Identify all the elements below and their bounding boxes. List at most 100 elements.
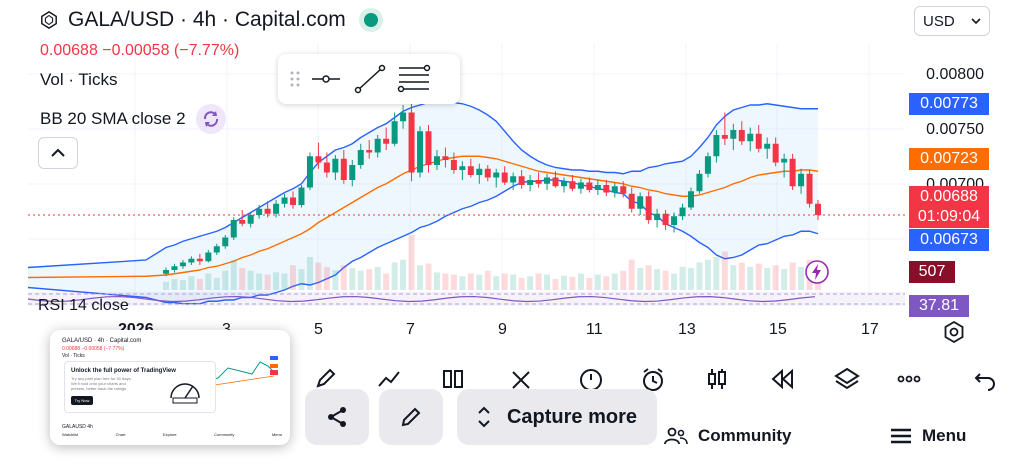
bb-indicator-label[interactable]: BB 20 SMA close 2	[40, 104, 226, 134]
volume-bar	[476, 274, 483, 290]
candle-body	[527, 180, 534, 185]
volume-bar	[230, 259, 237, 290]
candle-body	[450, 160, 457, 170]
candle-body	[637, 196, 644, 209]
volume-bar	[518, 277, 525, 290]
volume-bar	[789, 262, 796, 290]
undo-icon[interactable]	[972, 366, 998, 392]
volume-bar	[645, 265, 652, 290]
last-price-value: 0.00688	[920, 188, 978, 205]
layout-icon[interactable]	[440, 366, 466, 392]
candle-body	[281, 197, 288, 204]
more-options-icon[interactable]	[896, 366, 922, 392]
edit-screenshot-button[interactable]	[379, 389, 443, 445]
chart-title[interactable]: GALA/USD · 4h · Capital.com	[40, 8, 378, 32]
nav-community[interactable]: Community	[664, 426, 792, 446]
volume-bar	[713, 257, 720, 290]
capture-more-button[interactable]: Capture more	[457, 389, 657, 445]
volume-bar	[738, 262, 745, 290]
volume-bar	[764, 268, 771, 290]
volume-bar	[179, 280, 186, 290]
candle-body	[679, 207, 686, 217]
time-axis-label: 5	[314, 321, 323, 338]
lightning-icon[interactable]	[804, 259, 830, 285]
share-button[interactable]	[305, 389, 369, 445]
last-price-tag: 0.00688 01:09:04	[909, 186, 989, 228]
volume-bar	[459, 276, 466, 290]
layers-icon[interactable]	[834, 366, 860, 392]
candles-chart-type-icon[interactable]	[704, 366, 730, 392]
candle-body	[222, 237, 229, 247]
volume-bar	[586, 277, 593, 290]
fib-retracement-tool[interactable]	[392, 59, 436, 99]
nav-menu-label: Menu	[922, 426, 967, 445]
candle-body	[764, 143, 771, 149]
candle-body	[484, 168, 491, 178]
volume-indicator-label[interactable]: Vol · Ticks	[40, 70, 118, 89]
preview-nav-item: Community	[214, 432, 235, 437]
candle-body	[645, 196, 652, 220]
candle-body	[789, 158, 796, 187]
compare-icon[interactable]	[508, 366, 534, 392]
nav-menu[interactable]: Menu	[890, 426, 966, 446]
volume-bar	[569, 276, 576, 290]
candle-body	[577, 182, 584, 189]
preview-gauge-icon	[170, 383, 200, 404]
horizontal-line-tool[interactable]	[304, 59, 348, 99]
replay-icon[interactable]	[770, 366, 796, 392]
bb-fill	[28, 101, 818, 304]
pencil-icon	[401, 407, 421, 427]
alarm-icon[interactable]	[640, 366, 666, 392]
volume-bar	[213, 277, 220, 290]
volume-bar	[374, 266, 381, 290]
rsi-panel	[27, 292, 905, 306]
volume-bar	[256, 273, 263, 290]
drag-handle-icon[interactable]	[286, 68, 304, 90]
line-tool-icon[interactable]	[376, 366, 402, 392]
chart-settings-icon[interactable]	[942, 320, 966, 344]
candle-body	[501, 172, 508, 183]
candle-body	[290, 197, 297, 205]
bb-lower-line	[27, 179, 819, 305]
candle-body	[628, 193, 635, 209]
candle-body	[476, 168, 483, 175]
preview-vol: Vol · Ticks	[62, 353, 85, 359]
bb-lower-price-tag: 0.00673	[909, 229, 989, 251]
volume-bar	[349, 268, 356, 290]
time-axis-label: 9	[498, 321, 507, 338]
volume-bar	[433, 272, 440, 290]
volume-bar	[628, 259, 635, 290]
trend-line-tool[interactable]	[348, 59, 392, 99]
candle-body	[467, 166, 474, 175]
pencil-tool-icon[interactable]	[312, 366, 338, 392]
candle-body	[391, 121, 398, 144]
candle-body	[188, 258, 195, 263]
volume-bar	[484, 270, 491, 290]
volume-bar	[264, 274, 271, 290]
volume-bar	[781, 269, 788, 290]
trend-line-icon	[354, 64, 386, 94]
screenshot-preview[interactable]: GALA/USD · 4h · Capital.com 0.00688 −0.0…	[50, 330, 290, 445]
volume-bar	[205, 273, 212, 290]
volume-bar	[417, 265, 424, 290]
time-axis-label: 13	[678, 321, 696, 338]
screenshot-preview-content: GALA/USD · 4h · Capital.com 0.00688 −0.0…	[58, 336, 284, 440]
volume-bar	[527, 276, 534, 290]
collapse-indicators-button[interactable]	[38, 137, 78, 169]
candle-body	[510, 176, 517, 183]
bollinger-band	[27, 100, 905, 305]
candle-body	[374, 138, 381, 153]
volume-bar	[366, 269, 373, 290]
volume-bar	[171, 279, 178, 290]
candle-body	[459, 166, 466, 170]
loading-cycle-icon[interactable]	[195, 104, 226, 134]
currency-select[interactable]: USD	[914, 6, 990, 36]
candle-body	[273, 203, 280, 214]
symbol-logo-icon	[41, 11, 57, 29]
candle-body	[671, 216, 678, 225]
candle-body	[704, 156, 711, 174]
volume-bar	[501, 273, 508, 290]
time-axis-label: 3	[222, 321, 231, 339]
rsi-indicator-label[interactable]: RSI 14 close	[38, 297, 129, 314]
